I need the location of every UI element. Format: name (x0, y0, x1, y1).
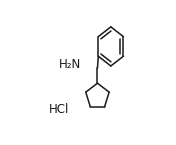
Text: HCl: HCl (49, 103, 69, 116)
Text: H₂N: H₂N (58, 58, 81, 71)
